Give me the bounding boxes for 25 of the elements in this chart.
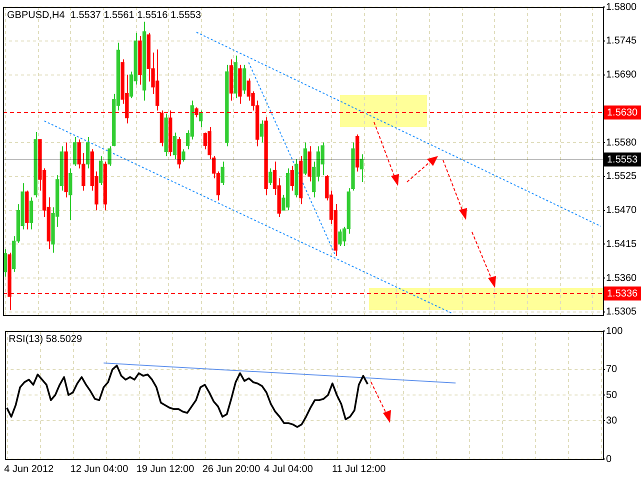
- ref-line-label: 1.5553: [607, 154, 638, 166]
- y-tick-label: 70: [606, 364, 618, 376]
- ref-line-label: 1.5336: [607, 288, 638, 300]
- y-tick-label: 1.5525: [606, 171, 638, 182]
- y-tick-label: 1.5580: [606, 137, 638, 148]
- y-tick-label: 1.5415: [606, 238, 638, 250]
- y-tick-label: 1.5360: [606, 272, 638, 284]
- y-tick-label: 1.5470: [606, 205, 638, 216]
- y-tick-label: 30: [606, 415, 618, 426]
- chart-title: GBPUSD,H4 1.5537 1.5561 1.5516 1.5553: [7, 10, 202, 21]
- x-tick-label: 4 Jun 2012: [4, 464, 54, 475]
- ref-line-label: 1.5630: [607, 107, 638, 118]
- y-tick-label: 1.5690: [606, 70, 638, 81]
- x-tick-label: 19 Jun 12:00: [136, 464, 195, 475]
- y-tick-label: 50: [606, 390, 618, 401]
- x-tick-label: 4 Jul 04:00: [264, 464, 314, 475]
- chart-title: RSI(13) 58.5029: [8, 334, 82, 345]
- y-tick-label: 1.5305: [606, 306, 638, 318]
- y-tick-label: 100: [606, 326, 624, 337]
- x-tick-label: 12 Jun 04:00: [70, 464, 129, 475]
- x-tick-label: 26 Jun 20:00: [202, 464, 261, 475]
- y-tick-label: 1.5800: [606, 2, 638, 13]
- x-tick-label: 11 Jul 12:00: [332, 464, 386, 475]
- y-tick-label: 0: [606, 454, 612, 465]
- y-tick-label: 1.5745: [606, 36, 638, 47]
